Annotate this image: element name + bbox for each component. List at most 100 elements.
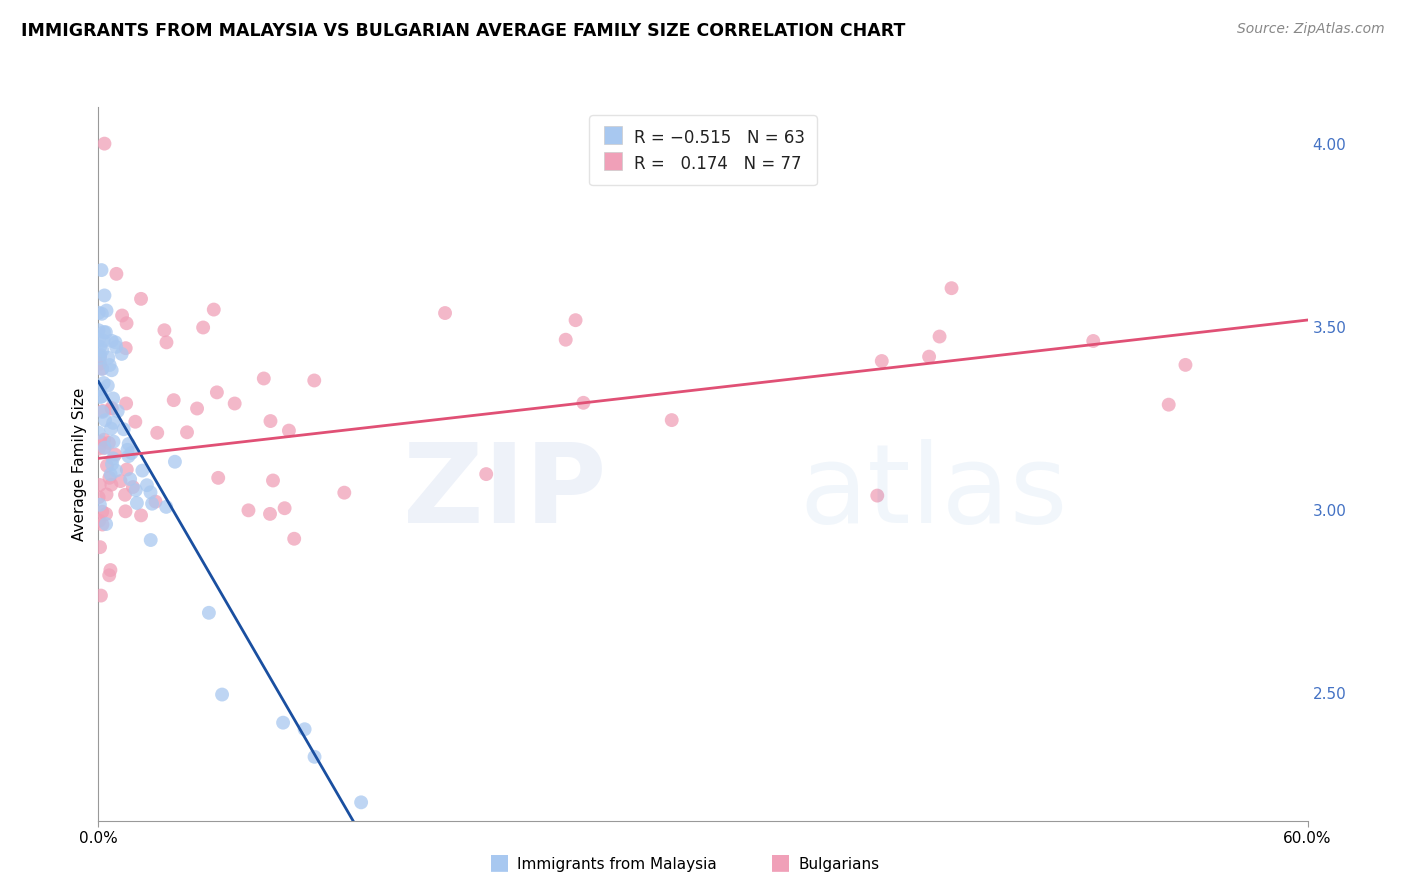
Point: [94, 517, 117, 532]
Point: [93, 376, 115, 390]
Point: [87, 349, 110, 363]
Legend: R = −0.515   N = 63, R =   0.174   N = 77: R = −0.515 N = 63, R = 0.174 N = 77: [589, 115, 817, 186]
Point: [259, 507, 281, 521]
Point: [176, 425, 198, 440]
Y-axis label: Average Family Size: Average Family Size: [72, 387, 87, 541]
Text: atlas: atlas: [800, 439, 1069, 546]
Point: [90, 263, 112, 277]
Point: [115, 462, 138, 476]
Point: [350, 795, 373, 809]
Point: [89, 350, 111, 364]
Point: [97, 436, 120, 450]
Point: [89, 390, 111, 404]
Point: [304, 374, 326, 388]
Point: [117, 442, 139, 457]
Point: [87, 425, 110, 440]
Point: [155, 500, 177, 514]
Point: [224, 396, 246, 410]
Point: [97, 351, 120, 365]
Point: [98, 568, 121, 582]
Point: [114, 488, 136, 502]
Point: [294, 723, 316, 737]
Point: [129, 508, 152, 523]
Point: [105, 267, 128, 281]
Point: [333, 485, 356, 500]
Point: [114, 341, 136, 355]
Text: Bulgarians: Bulgarians: [799, 857, 880, 872]
Point: [259, 414, 281, 428]
Point: [111, 347, 134, 361]
Point: [554, 333, 576, 347]
Point: [93, 136, 115, 151]
Point: [118, 437, 141, 451]
Point: [186, 401, 208, 416]
Point: [101, 457, 124, 471]
Point: [100, 363, 122, 377]
Point: [139, 533, 162, 547]
Point: [96, 458, 118, 473]
Point: [238, 503, 260, 517]
Point: [91, 362, 114, 376]
Point: [145, 494, 167, 508]
Point: [104, 335, 127, 350]
Point: [89, 478, 111, 492]
Text: Immigrants from Malaysia: Immigrants from Malaysia: [517, 857, 717, 872]
Point: [572, 396, 595, 410]
Point: [87, 323, 110, 337]
Point: [90, 307, 112, 321]
Point: [94, 413, 117, 427]
Point: [100, 563, 122, 577]
Point: [475, 467, 498, 481]
Point: [107, 404, 129, 418]
Point: [141, 497, 163, 511]
Point: [90, 435, 112, 450]
Point: [91, 505, 114, 519]
Point: [93, 433, 115, 447]
Point: [105, 340, 128, 354]
Text: ■: ■: [489, 853, 509, 872]
Point: [100, 401, 122, 415]
Point: [104, 464, 127, 478]
Point: [918, 350, 941, 364]
Point: [661, 413, 683, 427]
Point: [89, 540, 111, 554]
Point: [96, 303, 118, 318]
Point: [163, 455, 186, 469]
Point: [91, 343, 114, 358]
Point: [87, 306, 110, 320]
Point: [100, 421, 122, 435]
Point: [870, 354, 893, 368]
Point: [93, 441, 115, 455]
Point: [111, 309, 134, 323]
Point: [202, 302, 225, 317]
Point: [104, 448, 127, 462]
Point: [89, 347, 111, 361]
Point: [89, 340, 111, 354]
Point: [98, 471, 121, 485]
Point: [163, 393, 186, 408]
Point: [146, 425, 169, 440]
Point: [98, 358, 121, 372]
Point: [1083, 334, 1105, 348]
Text: ■: ■: [770, 853, 790, 872]
Point: [207, 471, 229, 485]
Point: [101, 401, 124, 416]
Point: [120, 472, 142, 486]
Point: [198, 606, 221, 620]
Point: [91, 404, 114, 418]
Point: [89, 357, 111, 371]
Point: [91, 517, 114, 532]
Point: [191, 320, 214, 334]
Point: [277, 424, 299, 438]
Point: [91, 405, 114, 419]
Point: [90, 389, 112, 403]
Point: [100, 467, 122, 482]
Point: [96, 487, 118, 501]
Point: [129, 292, 152, 306]
Point: [89, 382, 111, 396]
Point: [253, 371, 276, 385]
Point: [112, 422, 135, 436]
Point: [125, 483, 148, 498]
Point: [866, 489, 889, 503]
Point: [153, 323, 176, 337]
